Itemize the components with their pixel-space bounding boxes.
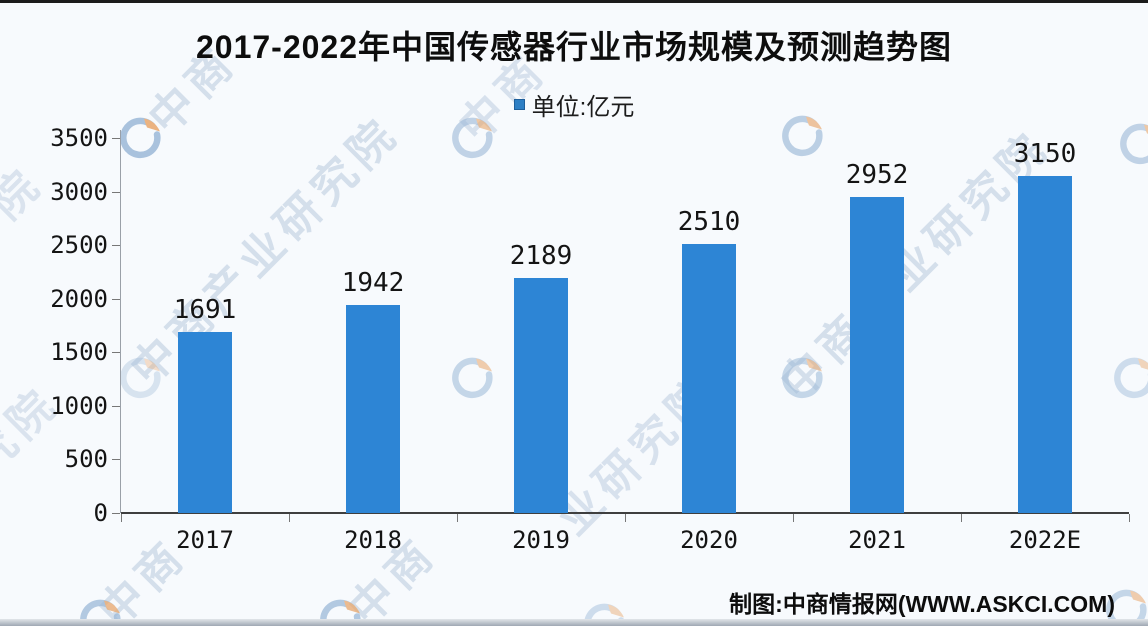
y-axis-tick-label: 500 [64, 445, 108, 473]
x-axis-category-label: 2021 [848, 526, 906, 554]
y-axis-tick-label: 3000 [50, 178, 108, 206]
y-axis [120, 130, 121, 513]
bar-value-label: 3150 [1013, 139, 1077, 169]
y-axis-tick-label: 0 [93, 499, 108, 527]
y-axis-tick-label: 1500 [50, 338, 108, 366]
x-tick-mark [289, 514, 290, 522]
y-tick-mark [112, 138, 120, 139]
y-axis-tick-label: 2500 [50, 231, 108, 259]
y-tick-mark [112, 299, 120, 300]
x-axis-category-label: 2018 [344, 526, 402, 554]
x-tick-mark [1129, 514, 1130, 522]
bar-value-label: 2952 [845, 160, 909, 190]
bar-value-label: 2189 [509, 241, 573, 271]
y-axis-tick-label: 3500 [50, 124, 108, 152]
y-tick-mark [112, 513, 120, 514]
x-tick-mark [457, 514, 458, 522]
bar-2021 [850, 197, 904, 513]
top-border [0, 0, 1148, 3]
y-tick-mark [112, 192, 120, 193]
x-tick-mark [625, 514, 626, 522]
bar-2017 [178, 332, 232, 513]
y-tick-mark [112, 245, 120, 246]
x-tick-mark [793, 514, 794, 522]
y-axis-tick-label: 2000 [50, 285, 108, 313]
bar-2020 [682, 244, 736, 513]
credit-text: 制图:中商情报网(WWW.ASKCI.COM) [729, 591, 1115, 617]
bottom-border [0, 619, 1148, 626]
legend-marker-icon [513, 99, 525, 110]
x-axis-category-label: 2020 [680, 526, 738, 554]
bar-2018 [346, 305, 400, 513]
bar-2022E [1018, 176, 1072, 513]
bar-value-label: 2510 [677, 207, 741, 237]
x-axis [121, 512, 1129, 514]
x-tick-mark [121, 514, 122, 522]
chart-title: 2017-2022年中国传感器行业市场规模及预测趋势图 [195, 29, 953, 65]
y-tick-mark [112, 352, 120, 353]
y-tick-mark [112, 459, 120, 460]
x-tick-mark [961, 514, 962, 522]
x-axis-category-label: 2022E [1008, 526, 1082, 554]
y-tick-mark [112, 406, 120, 407]
bar-value-label: 1691 [173, 295, 237, 325]
bar-2019 [514, 278, 568, 513]
y-axis-tick-label: 1000 [50, 392, 108, 420]
legend: 单位:亿元 [0, 87, 1148, 122]
bar-value-label: 1942 [341, 268, 405, 298]
x-axis-category-label: 2017 [176, 526, 234, 554]
x-axis-category-label: 2019 [512, 526, 570, 554]
legend-label: 单位:亿元 [531, 94, 635, 121]
